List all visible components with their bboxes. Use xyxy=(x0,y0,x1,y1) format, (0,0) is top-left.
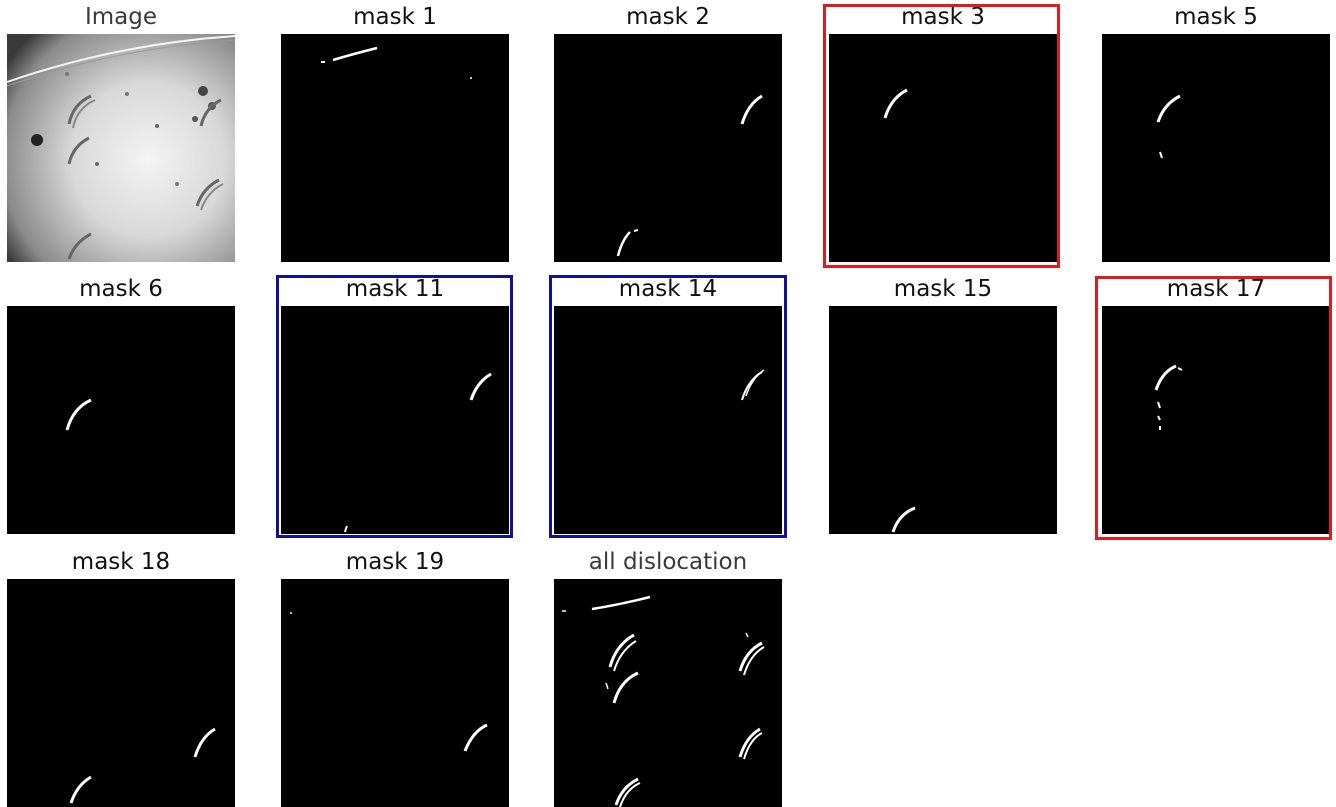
panel-title: mask 1 xyxy=(353,4,437,30)
mask-14-graphic xyxy=(741,369,765,401)
source-image xyxy=(7,34,235,262)
mask-image xyxy=(829,34,1057,262)
mask-6-graphic xyxy=(65,398,92,431)
mask-11-graphic xyxy=(344,372,492,533)
panel-title: Image xyxy=(84,4,158,30)
mask-image xyxy=(7,579,235,807)
panel-title: mask 17 xyxy=(1166,276,1266,302)
mask-image xyxy=(829,306,1057,534)
mask-image xyxy=(281,306,509,534)
mask-image xyxy=(1102,306,1330,534)
panel-title: mask 6 xyxy=(79,276,163,302)
mask-15-graphic xyxy=(891,506,916,533)
panel-title: mask 3 xyxy=(901,4,985,30)
source-image-graphic xyxy=(7,34,235,262)
panel-title: mask 11 xyxy=(345,276,445,302)
panel-title: mask 15 xyxy=(893,276,993,302)
mask-19-graphic xyxy=(290,612,488,752)
mask-image xyxy=(281,579,509,807)
mask-image xyxy=(1102,34,1330,262)
panel-title: mask 14 xyxy=(618,276,718,302)
panel-title: mask 2 xyxy=(626,4,710,30)
mask-1-graphic xyxy=(321,46,472,79)
panel-title: all dislocation xyxy=(588,549,748,575)
mask-image xyxy=(554,34,782,262)
mask-2-graphic xyxy=(616,94,763,257)
mask-3-graphic xyxy=(883,88,908,119)
panel-title: mask 5 xyxy=(1174,4,1258,30)
mask-image xyxy=(554,579,782,807)
all-dislocation-graphic xyxy=(562,595,765,807)
mask-image xyxy=(281,34,509,262)
mask-18-graphic xyxy=(69,727,216,804)
panel-title: mask 18 xyxy=(71,549,171,575)
mask-5-graphic xyxy=(1156,94,1181,159)
mask-image xyxy=(7,306,235,534)
mask-17-graphic xyxy=(1154,364,1183,430)
panel-title: mask 19 xyxy=(345,549,445,575)
mask-image xyxy=(554,306,782,534)
